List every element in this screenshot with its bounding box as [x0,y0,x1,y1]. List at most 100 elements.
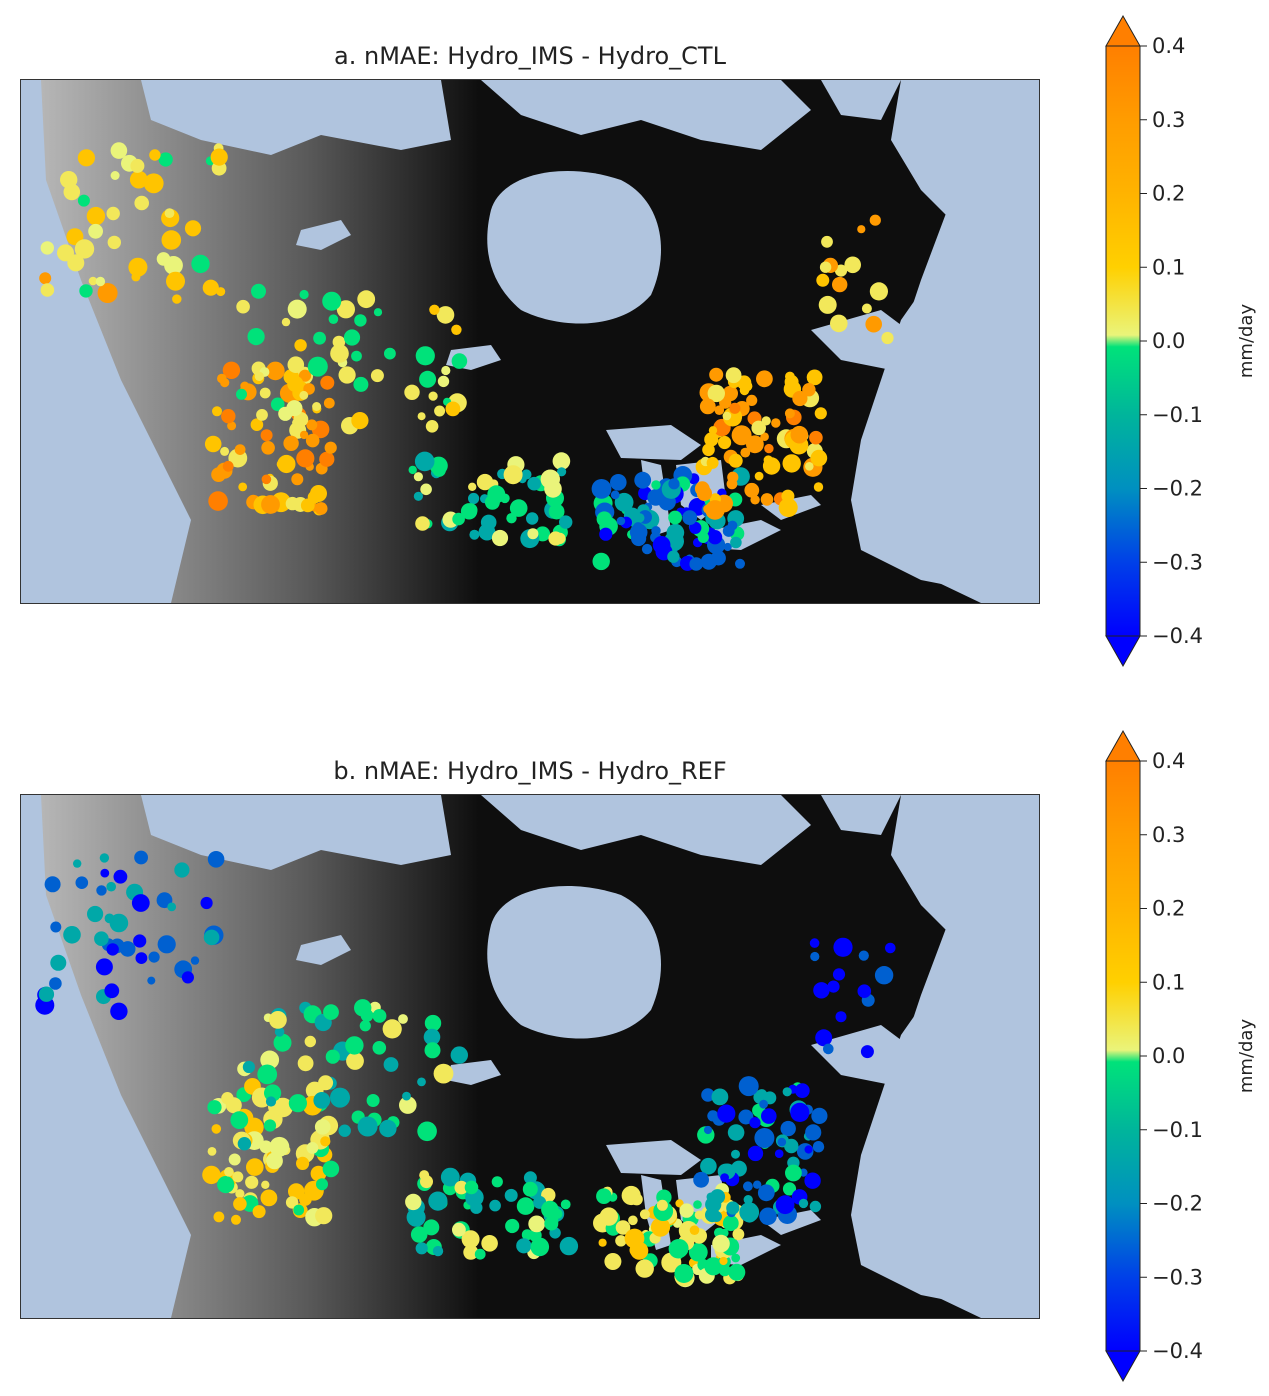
station-point [527,528,539,540]
arctic-water [821,795,901,835]
station-point [548,503,565,520]
station-point [780,1120,796,1137]
station-point [614,492,634,512]
station-point [858,950,869,961]
station-point [635,1259,654,1278]
colorbar-tick-label: −0.4 [1152,1339,1203,1363]
station-point [107,235,122,250]
station-point [88,276,98,286]
station-point [468,482,477,491]
station-point [761,1108,777,1124]
station-point [106,943,119,956]
station-point [821,235,833,248]
colorbar-tick-label: 0.4 [1152,34,1185,58]
station-point [288,1183,305,1200]
station-point [172,294,182,304]
station-point [834,264,848,277]
station-point [805,1124,822,1141]
station-point [712,1234,730,1253]
station-point [251,283,266,299]
station-point [670,1239,689,1258]
station-point [722,411,732,421]
station-point [149,149,161,161]
lake [606,425,701,460]
station-point [432,1245,444,1257]
station-point [760,493,774,506]
station-point [818,295,837,314]
station-point [794,1083,810,1098]
station-point [704,1257,723,1276]
station-point [233,1197,247,1211]
station-point [819,261,832,273]
station-point [238,482,248,492]
station-point [277,454,296,474]
pacific-ocean [21,795,191,1318]
station-point [491,529,509,547]
station-point [675,1199,684,1208]
station-point [261,474,272,485]
station-point [526,512,539,525]
station-point [242,1060,255,1074]
station-point [357,290,376,309]
station-layer [35,850,896,1288]
north-america-land [21,80,1039,603]
station-point [559,515,573,529]
station-point [413,472,423,482]
station-point [528,1215,546,1233]
station-point [668,478,680,490]
station-point [217,1176,235,1194]
lake [296,935,351,965]
station-point [292,418,301,427]
station-point [236,388,247,400]
station-point [503,465,523,485]
lake [606,1140,701,1175]
station-point [129,170,148,189]
station-point [304,1035,316,1048]
station-point [844,256,861,274]
station-point [865,315,882,333]
station-point [599,1207,618,1226]
station-point [707,530,723,545]
station-point [415,1242,428,1255]
station-point [805,462,814,471]
station-point [266,1152,283,1170]
station-point [591,479,612,499]
station-point [250,418,264,432]
arctic-water [141,795,451,870]
station-point [417,1121,437,1142]
station-point [523,1171,537,1185]
colorbar-body [1105,45,1141,637]
station-point [222,460,234,472]
station-point [181,971,194,984]
station-point [314,502,328,515]
station-layer [39,142,894,571]
station-point [441,365,451,376]
station-point [592,552,610,571]
station-point [434,405,446,417]
station-point [552,452,571,470]
station-point [273,1033,292,1052]
station-point [423,1028,441,1046]
station-point [461,1230,480,1249]
station-point [399,1096,417,1114]
station-point [360,1009,374,1022]
station-point [674,1264,694,1283]
station-point [782,454,801,473]
station-point [211,467,227,482]
station-point [231,1214,241,1225]
station-point [778,498,798,518]
station-point [256,409,268,421]
station-point [404,384,420,400]
station-point [729,402,741,414]
station-point [647,489,664,506]
arctic-water [821,80,901,120]
station-point [299,430,309,440]
station-point [261,441,275,455]
station-point [740,447,751,458]
station-point [338,1124,351,1137]
station-point [861,303,872,314]
station-point [650,1217,671,1237]
station-point [474,1248,486,1260]
station-point [857,984,872,998]
station-point [743,1181,753,1192]
